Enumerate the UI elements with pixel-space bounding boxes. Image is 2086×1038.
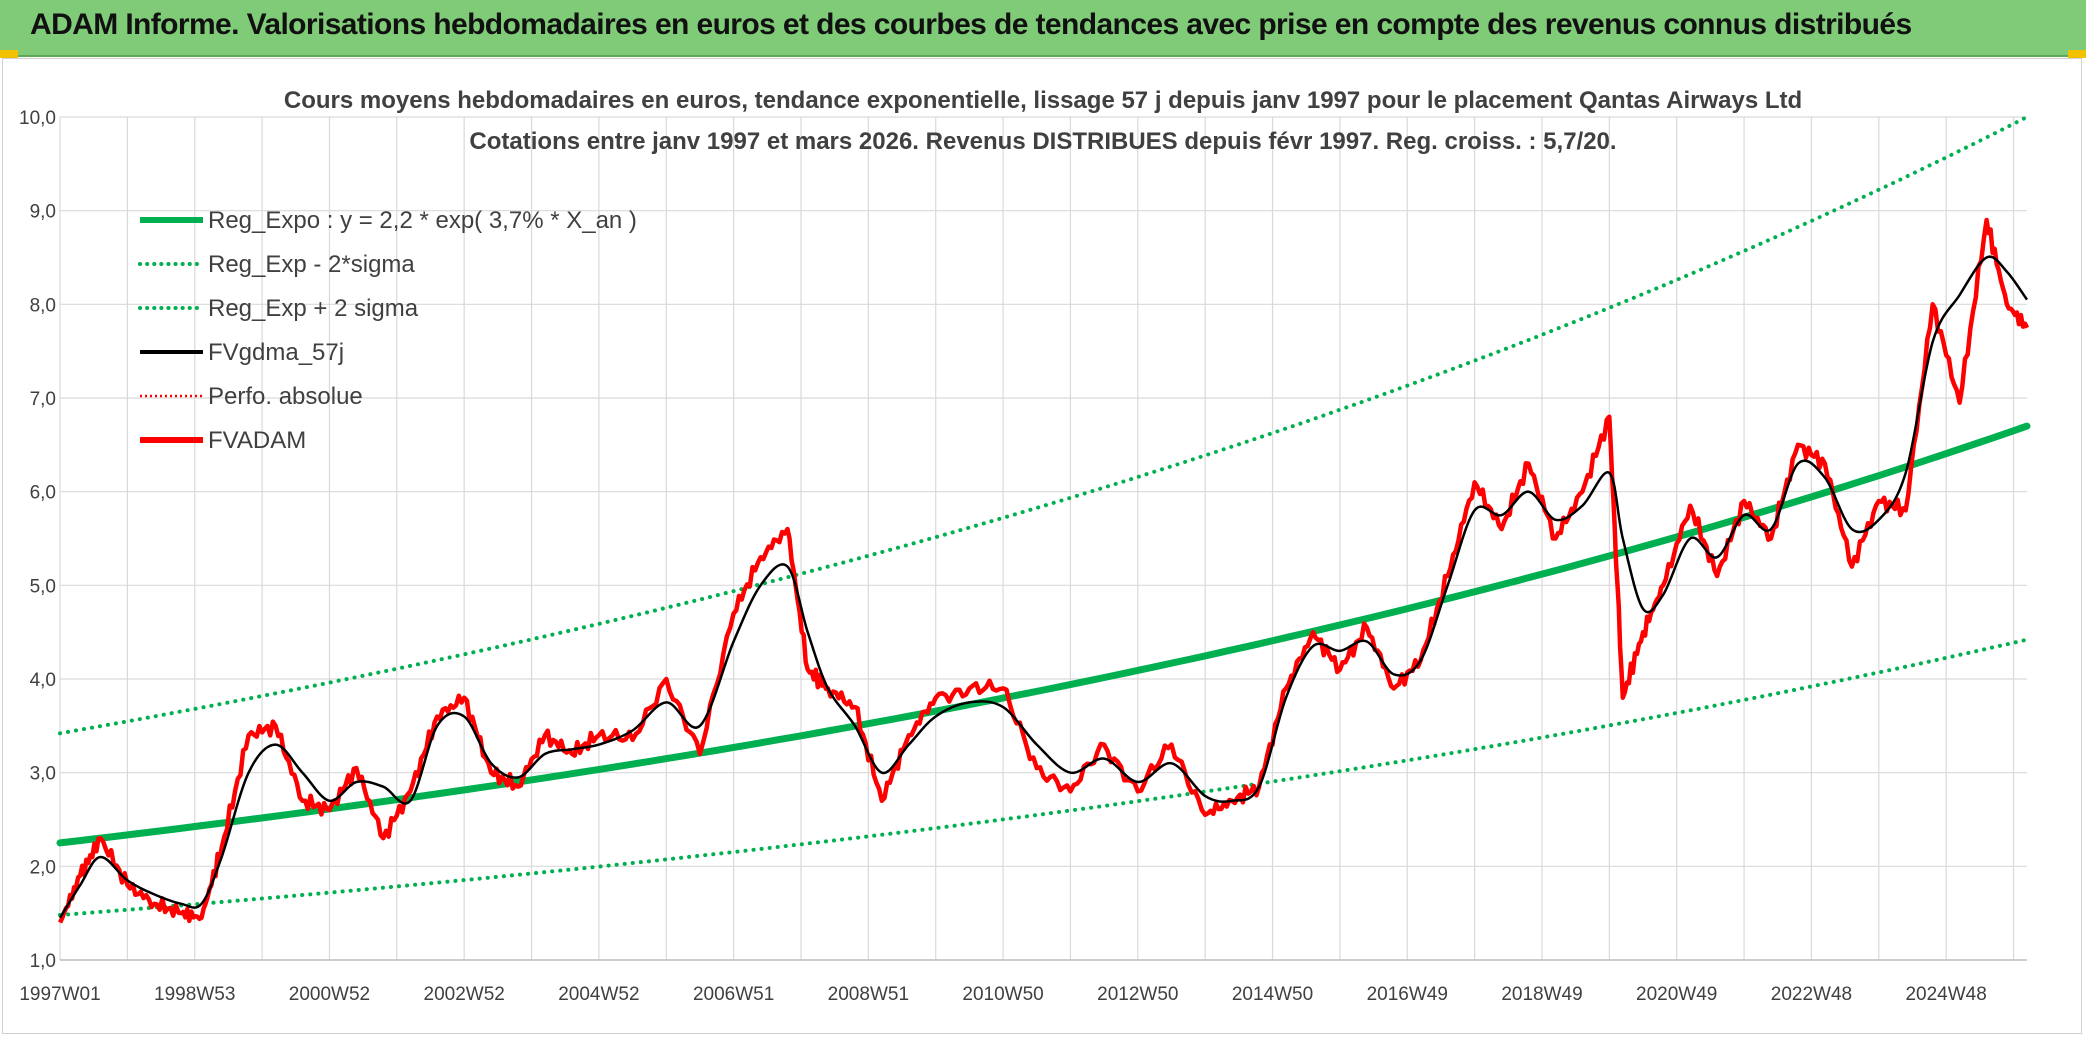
grid-layer [59,116,2027,961]
x-tick-label: 2018W49 [1501,984,1582,1005]
y-tick-label: 4,0 [30,670,56,691]
y-tick-label: 6,0 [30,483,56,504]
legend: Reg_Expo : y = 2,2 * exp( 3,7% * X_an ) R… [138,207,637,454]
y-tick-label: 9,0 [30,202,56,223]
chart-title: Cours moyens hebdomadaires en euros, ten… [284,87,1802,114]
x-tick-label: 2006W51 [693,984,774,1005]
corner-marker-right [2068,50,2086,58]
x-tick-label: 2020W49 [1636,984,1717,1005]
series-layer [56,115,2031,924]
chart-subtitle: Cotations entre janv 1997 et mars 2026. … [469,128,1616,155]
legend-label-reg_minus: Reg_Exp - 2*sigma [208,251,415,278]
x-tick-label: 2014W50 [1232,984,1313,1005]
legend-label-fv57: FVgdma_57j [208,339,344,366]
x-tick-label: 2022W48 [1771,984,1852,1005]
legend-label-reg_plus: Reg_Exp + 2 sigma [208,295,419,322]
corner-marker-left [0,50,18,58]
x-tick-label: 2024W48 [1905,984,1986,1005]
y-tick-label: 7,0 [30,389,56,410]
x-tick-label: 2004W52 [558,984,639,1005]
series-reg-exp-plus-2sigma [58,115,2029,736]
x-tick-label: 1997W01 [19,984,100,1005]
x-tick-label: 2000W52 [289,984,370,1005]
x-tick-label: 2016W49 [1367,984,1448,1005]
y-tick-label: 10,0 [19,108,56,129]
legend-label-fvadam: FVADAM [208,427,306,454]
series-reg-expo [56,422,2031,847]
header-banner: ADAM Informe. Valorisations hebdomadaire… [0,0,2086,57]
y-tick-label: 3,0 [30,764,56,785]
x-tick-label: 2010W50 [962,984,1043,1005]
axis-layer: 1,0 2,0 3,0 4,0 5,0 6,0 7,0 8,0 9,0 10,0 1997W01 19… [19,108,2027,1005]
y-tick-label: 2,0 [30,857,56,878]
page-title: ADAM Informe. Valorisations hebdomadaire… [30,8,1912,41]
y-tick-label: 8,0 [30,295,56,316]
series-fvadam [57,217,2030,924]
legend-label-perfo: Perfo. absolue [208,383,363,410]
x-tick-label: 1998W53 [154,984,235,1005]
y-tick-label: 1,0 [30,951,56,972]
y-tick-label: 5,0 [30,576,56,597]
legend-label-reg_expo: Reg_Expo : y = 2,2 * exp( 3,7% * X_an ) [208,207,637,234]
x-tick-label: 2008W51 [828,984,909,1005]
x-tick-label: 2012W50 [1097,984,1178,1005]
series-reg-exp-minus-2sigma [58,637,2029,917]
series-fvgdma-57j [58,255,2029,919]
x-tick-label: 2002W52 [424,984,505,1005]
chart-border [2,58,2082,1034]
